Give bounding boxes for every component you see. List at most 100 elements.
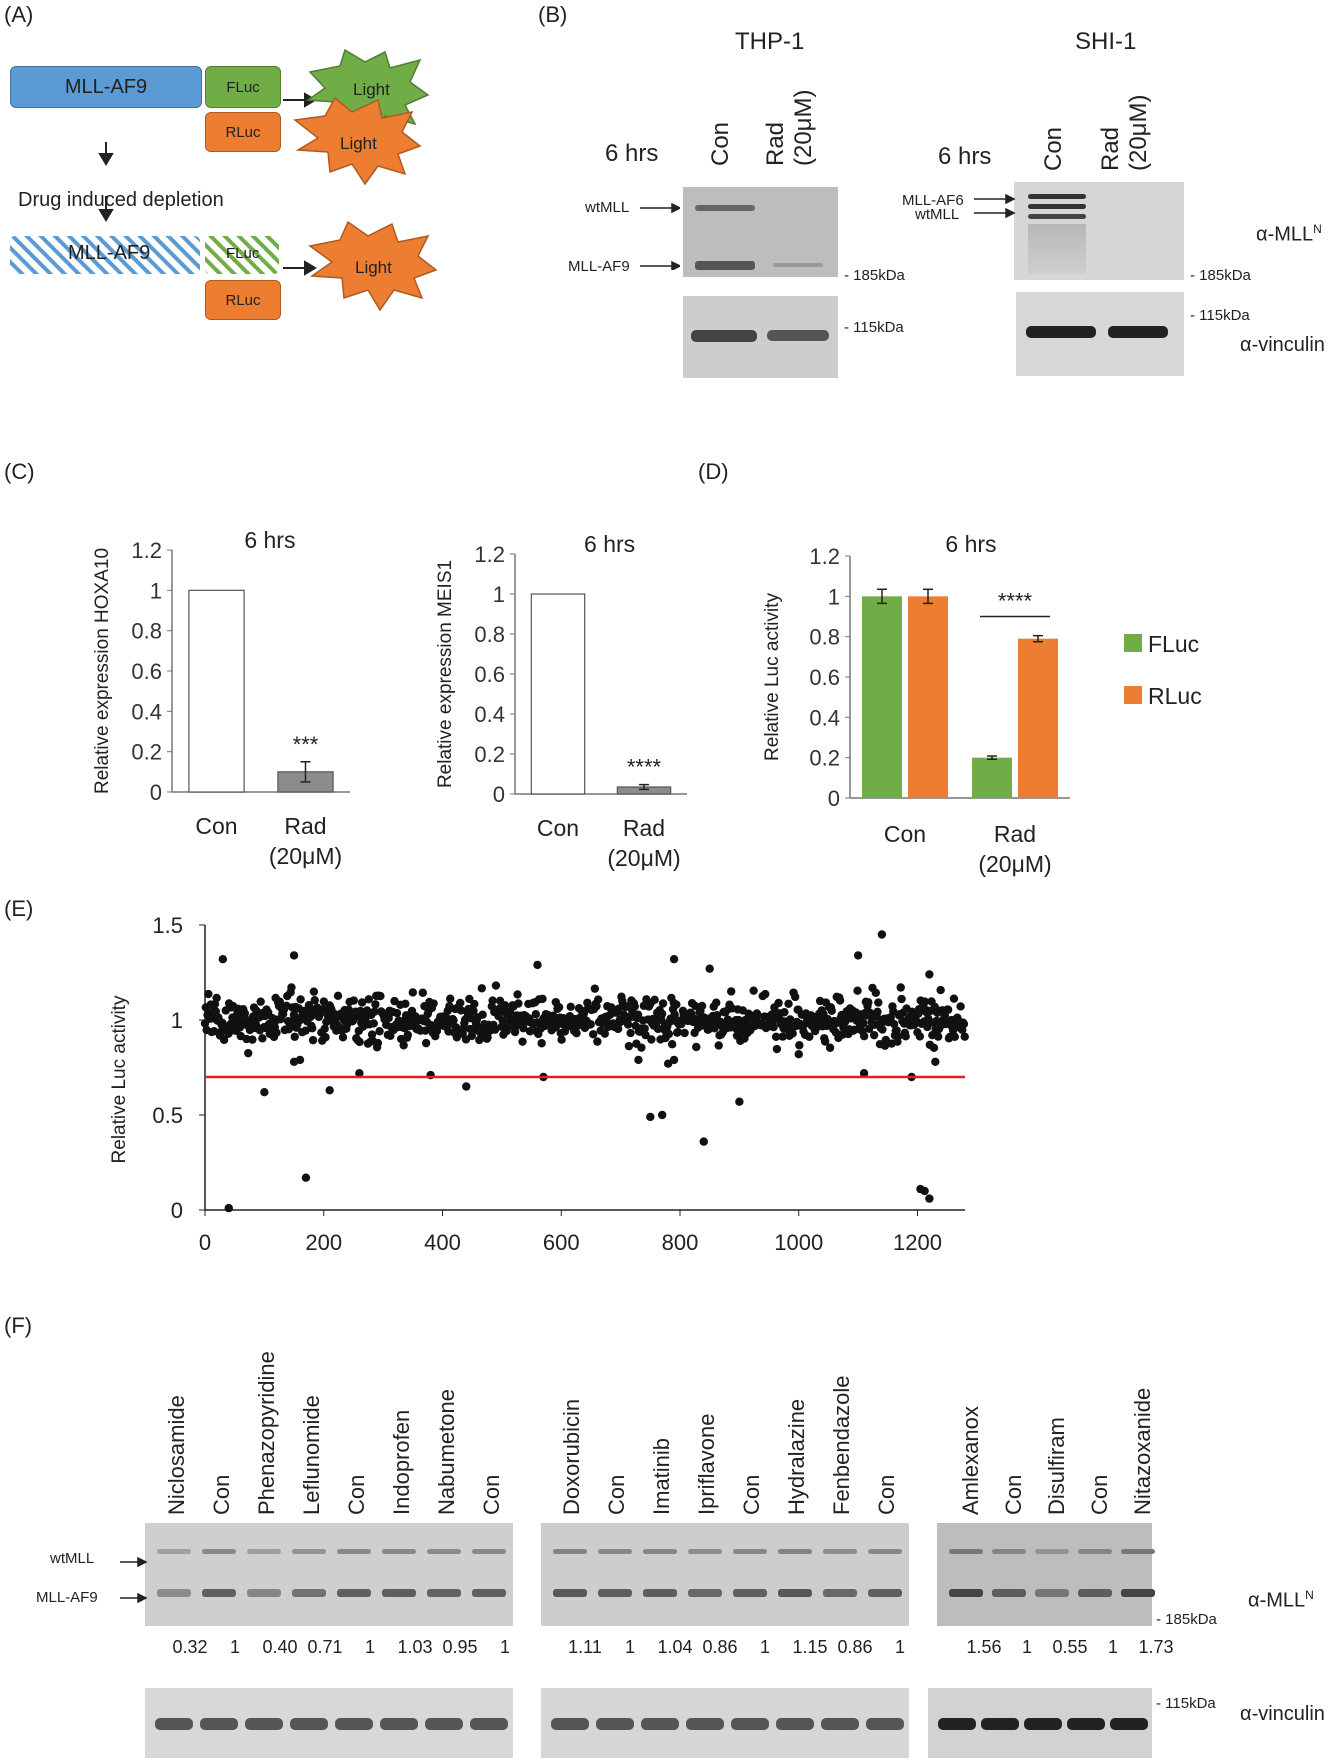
outlier-point	[794, 1050, 803, 1059]
f-band-mllaf9-mark	[1078, 1589, 1112, 1597]
data-point	[258, 1034, 267, 1043]
f-vinculin-band	[155, 1718, 193, 1730]
data-point	[788, 1029, 797, 1038]
shi1-lane-rad: Rad	[1097, 126, 1124, 171]
x-tick-label: 200	[305, 1230, 342, 1255]
thp1-marker-185: - 185kDa	[844, 267, 905, 284]
data-point	[780, 1008, 789, 1017]
f-lane-value: 0.95	[442, 1637, 478, 1657]
y-tick-label: 1	[150, 578, 162, 603]
outlier-point	[705, 964, 714, 973]
outlier-point	[224, 1203, 233, 1213]
outlier-point	[920, 1186, 929, 1196]
data-point	[859, 1032, 869, 1041]
data-point	[592, 1001, 601, 1011]
outlier-point	[699, 1137, 708, 1146]
f-lane-label: Nitazoxanide	[1130, 1387, 1155, 1515]
f-band-mllaf9-mark	[598, 1589, 632, 1597]
outlier-point	[260, 1088, 269, 1097]
data-point	[367, 1030, 377, 1039]
f-band-wtmll-mark	[949, 1549, 983, 1554]
data-point	[320, 1024, 329, 1033]
y-tick-label: 0.6	[131, 659, 162, 684]
x-tick-label: 600	[543, 1230, 580, 1255]
outlier-point	[355, 1069, 364, 1078]
f-lane-label: Con	[1087, 1474, 1112, 1515]
f-band-mllaf9-mark	[733, 1589, 767, 1597]
significance-label: ****	[627, 755, 662, 780]
bar	[530, 593, 586, 795]
data-point	[370, 1007, 379, 1016]
panel-f-label: (F)	[4, 1313, 33, 1338]
thp1-band-mllaf9: MLL-AF9	[568, 258, 630, 275]
f-band-mllaf9-mark	[868, 1589, 902, 1597]
f-band-wtmll-mark	[157, 1549, 191, 1554]
x-tick-label: 800	[662, 1230, 699, 1255]
outlier-point	[669, 1055, 679, 1065]
chart-d: 0 0.2 0.4 0.6 0.8 1 1.2 Relative Luc activity 6 …	[762, 531, 1202, 877]
f-vinculin-band	[596, 1718, 634, 1730]
f-band-wtmll-mark	[1078, 1549, 1112, 1554]
f-band-wtmll-mark	[643, 1549, 677, 1554]
rluc-box: RLuc	[205, 112, 281, 152]
y-tick-label: 0.6	[809, 665, 840, 690]
f-vinculin-band	[380, 1718, 418, 1730]
data-point	[355, 1037, 364, 1047]
data-point	[640, 1024, 649, 1033]
data-point	[593, 995, 603, 1004]
f-mll-blot-2	[541, 1523, 909, 1626]
data-point	[566, 1002, 575, 1011]
thp1-title: THP-1	[735, 28, 805, 55]
x-tick-label: 1200	[893, 1230, 942, 1255]
y-tick-label: 0.8	[474, 622, 505, 647]
data-point	[680, 1028, 689, 1038]
f-lane-value: 1.73	[1138, 1637, 1174, 1657]
f-lane-value: 1	[894, 1637, 905, 1657]
f-vinculin-band	[938, 1718, 976, 1730]
f-vinculin-band	[425, 1718, 463, 1730]
data-point	[664, 1029, 674, 1039]
f-lane-label: Imatinib	[649, 1437, 674, 1515]
f-band-wtmll-mark	[688, 1549, 722, 1554]
data-point	[894, 1032, 903, 1041]
data-point	[956, 1002, 965, 1011]
data-point	[321, 1033, 330, 1042]
data-point	[772, 1044, 782, 1054]
f-band-wtmll-mark	[337, 1549, 371, 1554]
data-point	[272, 1028, 281, 1037]
data-point	[500, 1001, 510, 1010]
f-vinculin-band	[245, 1718, 283, 1730]
outlier-point	[657, 1110, 667, 1120]
data-point	[477, 984, 487, 993]
f-vinc-blot-2	[541, 1688, 909, 1758]
data-point	[590, 984, 600, 993]
rluc-text: RLuc	[225, 123, 261, 141]
significance-label: ***	[293, 732, 319, 757]
outlier-point	[735, 1097, 744, 1106]
f-lane-label: Con	[739, 1474, 764, 1515]
shi1-marker-185: - 185kDa	[1190, 267, 1251, 284]
thp1-band-wtmll: wtMLL	[585, 199, 630, 216]
f-mll-blot-1	[145, 1523, 513, 1626]
data-point	[375, 1027, 384, 1036]
data-point	[624, 1041, 634, 1051]
thp1-mll-blot	[683, 187, 838, 277]
category-label: (20μM)	[269, 843, 342, 869]
f-lane-value: 0.32	[172, 1637, 208, 1657]
f-vinculin-band	[1024, 1718, 1062, 1730]
data-point	[309, 987, 319, 996]
data-point	[869, 1030, 879, 1040]
y-axis-label: Relative Luc activity	[762, 593, 783, 761]
data-point	[588, 1030, 598, 1039]
data-point	[641, 1030, 650, 1040]
ab-mll-label: α-MLLN	[1256, 222, 1322, 247]
f-lane-value: 0.40	[262, 1637, 298, 1657]
data-point	[308, 1035, 318, 1045]
data-point	[697, 1001, 707, 1011]
f-band-wtmll-mark	[382, 1549, 416, 1554]
y-tick-label: 1	[493, 582, 505, 607]
f-lane-value: 1	[624, 1637, 635, 1657]
data-point	[338, 1033, 348, 1042]
f-lane-label: Doxorubicin	[559, 1398, 584, 1515]
legend-swatch	[1124, 686, 1142, 704]
